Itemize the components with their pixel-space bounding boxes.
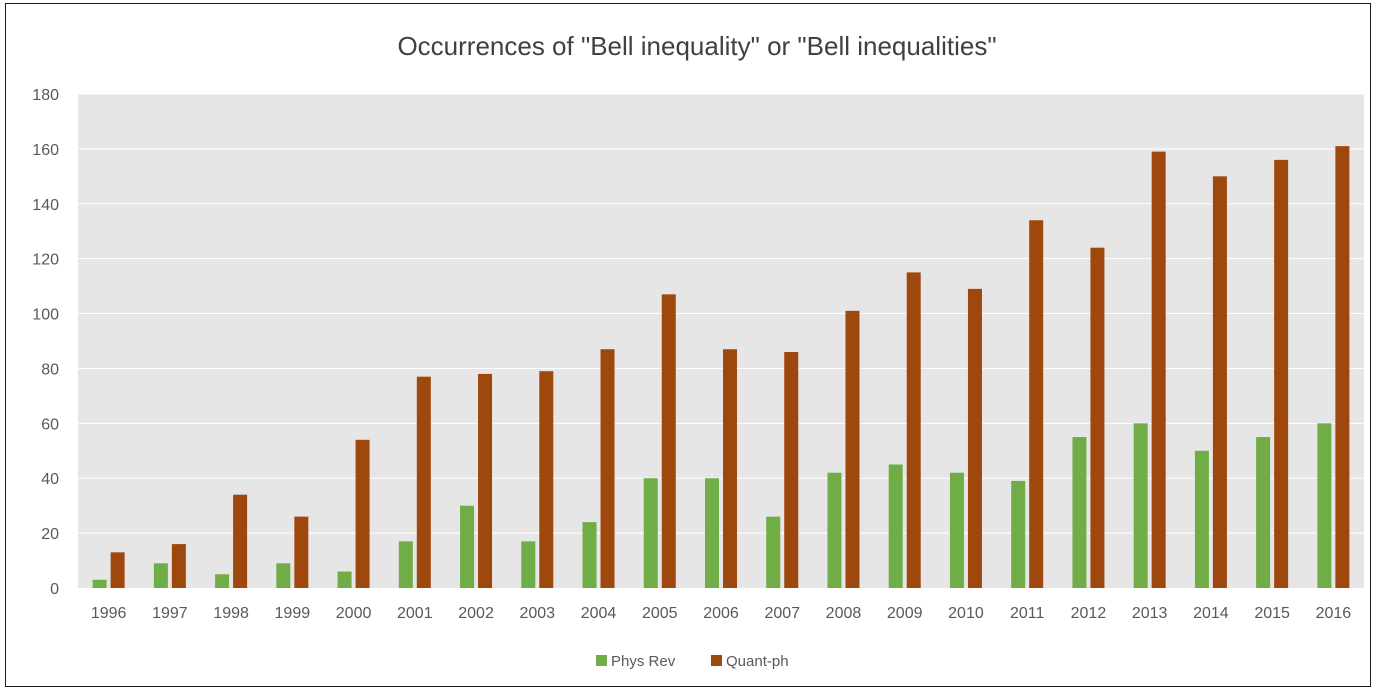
bar-quant-ph-1998 [233,494,248,588]
y-tick-label: 0 [50,581,59,598]
bar-phys-rev-2001 [398,541,413,588]
bar-phys-rev-1999 [276,563,291,588]
bar-quant-ph-2005 [661,294,676,588]
x-tick-label: 2005 [642,605,678,622]
x-axis: 1996 1997 1998 1999 2000 2001 2002 2003 2004 2005… [91,605,1351,622]
bar-quant-ph-2014 [1212,176,1227,588]
x-tick-label: 2013 [1132,605,1168,622]
legend-swatch [711,655,722,666]
y-tick-label: 140 [32,197,59,214]
chart-title: Occurrences of "Bell inequality" or "Bel… [397,31,996,61]
y-axis: 0 20 40 60 80 100 120 140 160 180 [32,87,59,598]
bar-phys-rev-2000 [337,571,352,588]
x-tick-label: 2004 [581,605,617,622]
x-tick-label: 2003 [519,605,555,622]
bar-quant-ph-2013 [1151,151,1166,588]
bar-quant-ph-2003 [539,371,554,588]
bar-phys-rev-2015 [1256,437,1271,588]
legend: Phys Rev Quant-ph [596,653,789,670]
x-tick-label: 2001 [397,605,433,622]
bars [92,146,1350,589]
plot-area [78,94,1364,588]
x-tick-label: 2015 [1254,605,1290,622]
legend-label: Quant-ph [726,653,789,670]
bar-phys-rev-2006 [705,478,719,588]
x-tick-label: 2016 [1316,605,1352,622]
x-tick-label: 2000 [336,605,372,622]
x-tick-label: 2008 [826,605,862,622]
y-tick-label: 180 [32,87,59,104]
bar-quant-ph-1999 [294,516,309,588]
bar-phys-rev-1996 [92,579,107,588]
bar-quant-ph-2006 [723,349,737,588]
bar-quant-ph-2016 [1335,146,1350,588]
bar-quant-ph-2008 [845,310,860,588]
x-tick-label: 2007 [764,605,800,622]
bar-quant-ph-2002 [478,373,493,588]
x-tick-label: 1997 [152,605,188,622]
bar-quant-ph-2015 [1274,159,1289,588]
y-tick-label: 60 [41,416,59,433]
y-tick-label: 100 [32,307,59,324]
x-tick-label: 2014 [1193,605,1229,622]
bar-phys-rev-2007 [766,516,781,588]
y-tick-label: 80 [41,361,59,378]
bar-phys-rev-1998 [215,574,230,588]
x-tick-label: 2002 [458,605,494,622]
bar-phys-rev-2002 [460,505,475,588]
bar-quant-ph-2010 [967,288,982,588]
x-tick-label: 1996 [91,605,127,622]
bar-phys-rev-1997 [153,563,168,588]
bar-phys-rev-2008 [827,472,842,588]
bar-phys-rev-2003 [521,541,536,588]
x-tick-label: 2011 [1010,605,1045,622]
x-tick-label: 1998 [213,605,249,622]
bar-phys-rev-2014 [1194,450,1209,588]
legend-label: Phys Rev [611,653,676,670]
x-tick-label: 2012 [1071,605,1107,622]
x-tick-label: 2006 [703,605,739,622]
bar-phys-rev-2012 [1072,437,1087,588]
y-tick-label: 160 [32,142,59,159]
bar-phys-rev-2004 [582,522,597,588]
bar-quant-ph-2007 [784,351,799,588]
bar-quant-ph-2000 [355,439,370,588]
y-tick-label: 120 [32,252,59,269]
x-tick-label: 2010 [948,605,984,622]
bar-quant-ph-2004 [600,349,615,588]
bar-phys-rev-2010 [949,472,964,588]
y-tick-label: 20 [41,526,59,543]
legend-swatch [596,655,607,666]
bar-phys-rev-2011 [1011,480,1026,588]
bar-quant-ph-2011 [1029,220,1044,589]
x-tick-label: 2009 [887,605,923,622]
bar-quant-ph-2012 [1090,247,1105,588]
x-tick-label: 1999 [275,605,311,622]
bar-quant-ph-1997 [171,544,186,588]
bar-phys-rev-2009 [888,464,903,588]
bar-phys-rev-2016 [1317,423,1332,588]
y-tick-label: 40 [41,471,59,488]
bar-phys-rev-2005 [643,478,658,588]
bar-quant-ph-2001 [416,376,431,588]
gridlines [78,93,1364,534]
bar-quant-ph-2009 [906,272,921,588]
bar-phys-rev-2013 [1133,423,1148,588]
bar-quant-ph-1996 [110,552,125,588]
